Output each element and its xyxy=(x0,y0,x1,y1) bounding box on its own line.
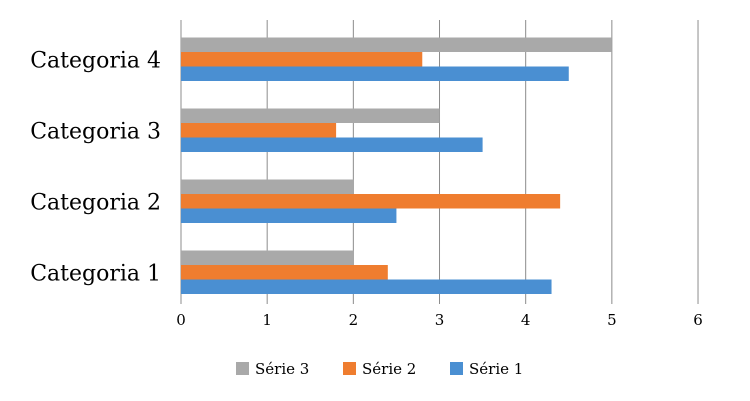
legend-swatch-3 xyxy=(236,362,249,375)
x-tick-label-6: 6 xyxy=(693,311,703,329)
legend-label-3: Série 3 xyxy=(255,360,309,378)
x-tick-label-0: 0 xyxy=(176,311,186,329)
bar-2-4 xyxy=(181,52,423,67)
legend-swatch-1 xyxy=(450,362,463,375)
category-label-3: Categoria 3 xyxy=(30,119,161,144)
x-axis-tick-labels: 0 1 2 3 4 5 6 xyxy=(176,311,703,329)
category-label-2: Categoria 2 xyxy=(30,190,161,215)
x-tick-label-5: 5 xyxy=(607,311,617,329)
x-tick-label-4: 4 xyxy=(521,311,531,329)
bar-2-1 xyxy=(181,265,388,280)
bar-3-3 xyxy=(181,108,440,123)
bar-2-3 xyxy=(181,123,337,138)
category-labels: Categoria 1 Categoria 2 Categoria 3 Categor… xyxy=(30,48,161,286)
x-tick-label-3: 3 xyxy=(435,311,445,329)
category-label-4: Categoria 4 xyxy=(30,48,161,73)
x-tick-label-1: 1 xyxy=(262,311,272,329)
category-label-1: Categoria 1 xyxy=(30,261,161,286)
bar-1-4 xyxy=(181,66,569,81)
bars xyxy=(181,37,612,294)
bar-1-2 xyxy=(181,208,397,223)
legend: Série 3 Série 2 Série 1 xyxy=(236,360,523,378)
bar-1-3 xyxy=(181,137,483,152)
bar-3-2 xyxy=(181,179,354,194)
bar-2-2 xyxy=(181,194,561,209)
bar-3-4 xyxy=(181,37,612,52)
bar-1-1 xyxy=(181,279,552,294)
bar-3-1 xyxy=(181,250,354,265)
x-tick-label-2: 2 xyxy=(349,311,359,329)
legend-label-1: Série 1 xyxy=(469,360,523,378)
legend-swatch-2 xyxy=(343,362,356,375)
legend-label-2: Série 2 xyxy=(362,360,416,378)
